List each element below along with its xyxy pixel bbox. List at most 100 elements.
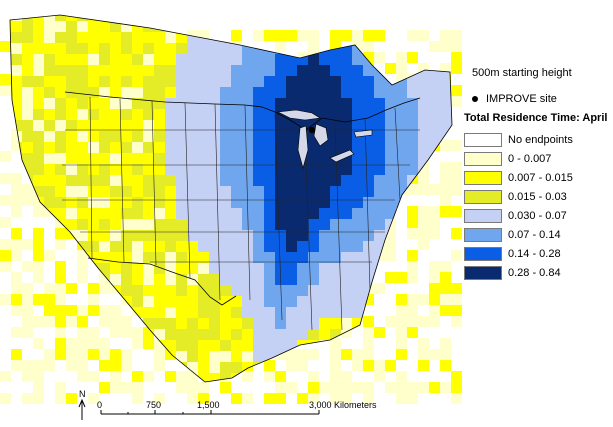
grid-cell (165, 296, 176, 307)
grid-cell-outer (33, 195, 44, 206)
grid-cell (88, 131, 99, 142)
grid-cell (176, 285, 187, 296)
grid-cell (253, 318, 264, 329)
grid-cell (418, 153, 429, 164)
grid-cell (308, 54, 319, 65)
grid-cell (286, 54, 297, 65)
grid-cell-outer (451, 382, 462, 393)
grid-cell (187, 15, 198, 21)
grid-cell (374, 76, 385, 87)
grid-cell (121, 87, 132, 98)
grid-cell (11, 373, 22, 382)
grid-cell-outer (385, 316, 396, 327)
grid-cell (253, 164, 264, 175)
grid-cell (11, 98, 22, 109)
grid-cell (187, 252, 198, 263)
grid-cell-outer (363, 294, 374, 305)
grid-cell (22, 21, 33, 32)
grid-cell-outer (286, 360, 297, 371)
grid-cell (33, 54, 44, 65)
grid-cell (44, 197, 55, 208)
grid-cell (110, 274, 121, 285)
grid-cell (319, 109, 330, 120)
grid-cell (352, 241, 363, 252)
grid-cell (154, 131, 165, 142)
grid-cell (198, 241, 209, 252)
grid-cell (198, 252, 209, 263)
grid-cell (231, 285, 242, 296)
grid-cell-outer (99, 272, 110, 283)
grid-cell (209, 54, 220, 65)
grid-cell-outer (198, 393, 209, 404)
grid-cell-outer (55, 316, 66, 327)
grid-cell (418, 109, 429, 120)
grid-cell (121, 120, 132, 131)
grid-cell (231, 98, 242, 109)
grid-cell-outer (363, 327, 374, 338)
grid-cell-outer (11, 129, 22, 140)
grid-cell (418, 43, 429, 54)
grid-cell (154, 219, 165, 230)
grid-cell (220, 65, 231, 76)
grid-cell (297, 186, 308, 197)
grid-cell (242, 131, 253, 142)
grid-cell (242, 307, 253, 318)
grid-cell (66, 208, 77, 219)
grid-cell (374, 263, 385, 274)
grid-cell (220, 43, 231, 54)
grid-cell (143, 98, 154, 109)
grid-cell-outer (451, 228, 462, 239)
grid-cell (363, 98, 374, 109)
grid-cell (187, 153, 198, 164)
grid-cell (418, 131, 429, 142)
grid-cell (242, 318, 253, 329)
grid-cell (99, 32, 110, 43)
grid-cell (374, 340, 385, 351)
grid-cell (88, 43, 99, 54)
grid-cell (253, 142, 264, 153)
grid-cell (275, 142, 286, 153)
grid-cell (396, 142, 407, 153)
grid-cell (242, 274, 253, 285)
grid-cell-outer (66, 393, 77, 404)
grid-cell (154, 32, 165, 43)
grid-cell (319, 87, 330, 98)
grid-cell (374, 142, 385, 153)
grid-cell (319, 230, 330, 241)
grid-cell (396, 98, 407, 109)
grid-cell (154, 274, 165, 285)
grid-cell (99, 197, 110, 208)
grid-cell-outer (363, 41, 374, 52)
grid-cell (143, 15, 154, 21)
grid-cell (132, 142, 143, 153)
grid-cell (209, 296, 220, 307)
grid-cell (242, 241, 253, 252)
grid-cell-outer (99, 360, 110, 371)
grid-cell (198, 263, 209, 274)
grid-cell-outer (451, 206, 462, 217)
grid-cell (297, 197, 308, 208)
grid-cell-outer (99, 349, 110, 360)
grid-cell-outer (407, 305, 418, 316)
grid-cell (253, 65, 264, 76)
grid-cell (429, 241, 440, 252)
grid-cell (330, 98, 341, 109)
grid-cell (363, 142, 374, 153)
grid-cell (88, 32, 99, 43)
grid-cell (176, 21, 187, 32)
grid-cell-outer (22, 294, 33, 305)
grid-cell (220, 142, 231, 153)
grid-cell-outer (396, 349, 407, 360)
grid-cell-outer (0, 250, 11, 261)
grid-cell (330, 109, 341, 120)
grid-cell (330, 241, 341, 252)
grid-cell (451, 340, 452, 351)
grid-cell-outer (374, 360, 385, 371)
grid-cell (385, 164, 396, 175)
grid-cell-outer (231, 30, 242, 41)
grid-cell (220, 76, 231, 87)
grid-cell (198, 197, 209, 208)
grid-cell (99, 87, 110, 98)
grid-cell-outer (44, 283, 55, 294)
grid-cell-outer (330, 349, 341, 360)
